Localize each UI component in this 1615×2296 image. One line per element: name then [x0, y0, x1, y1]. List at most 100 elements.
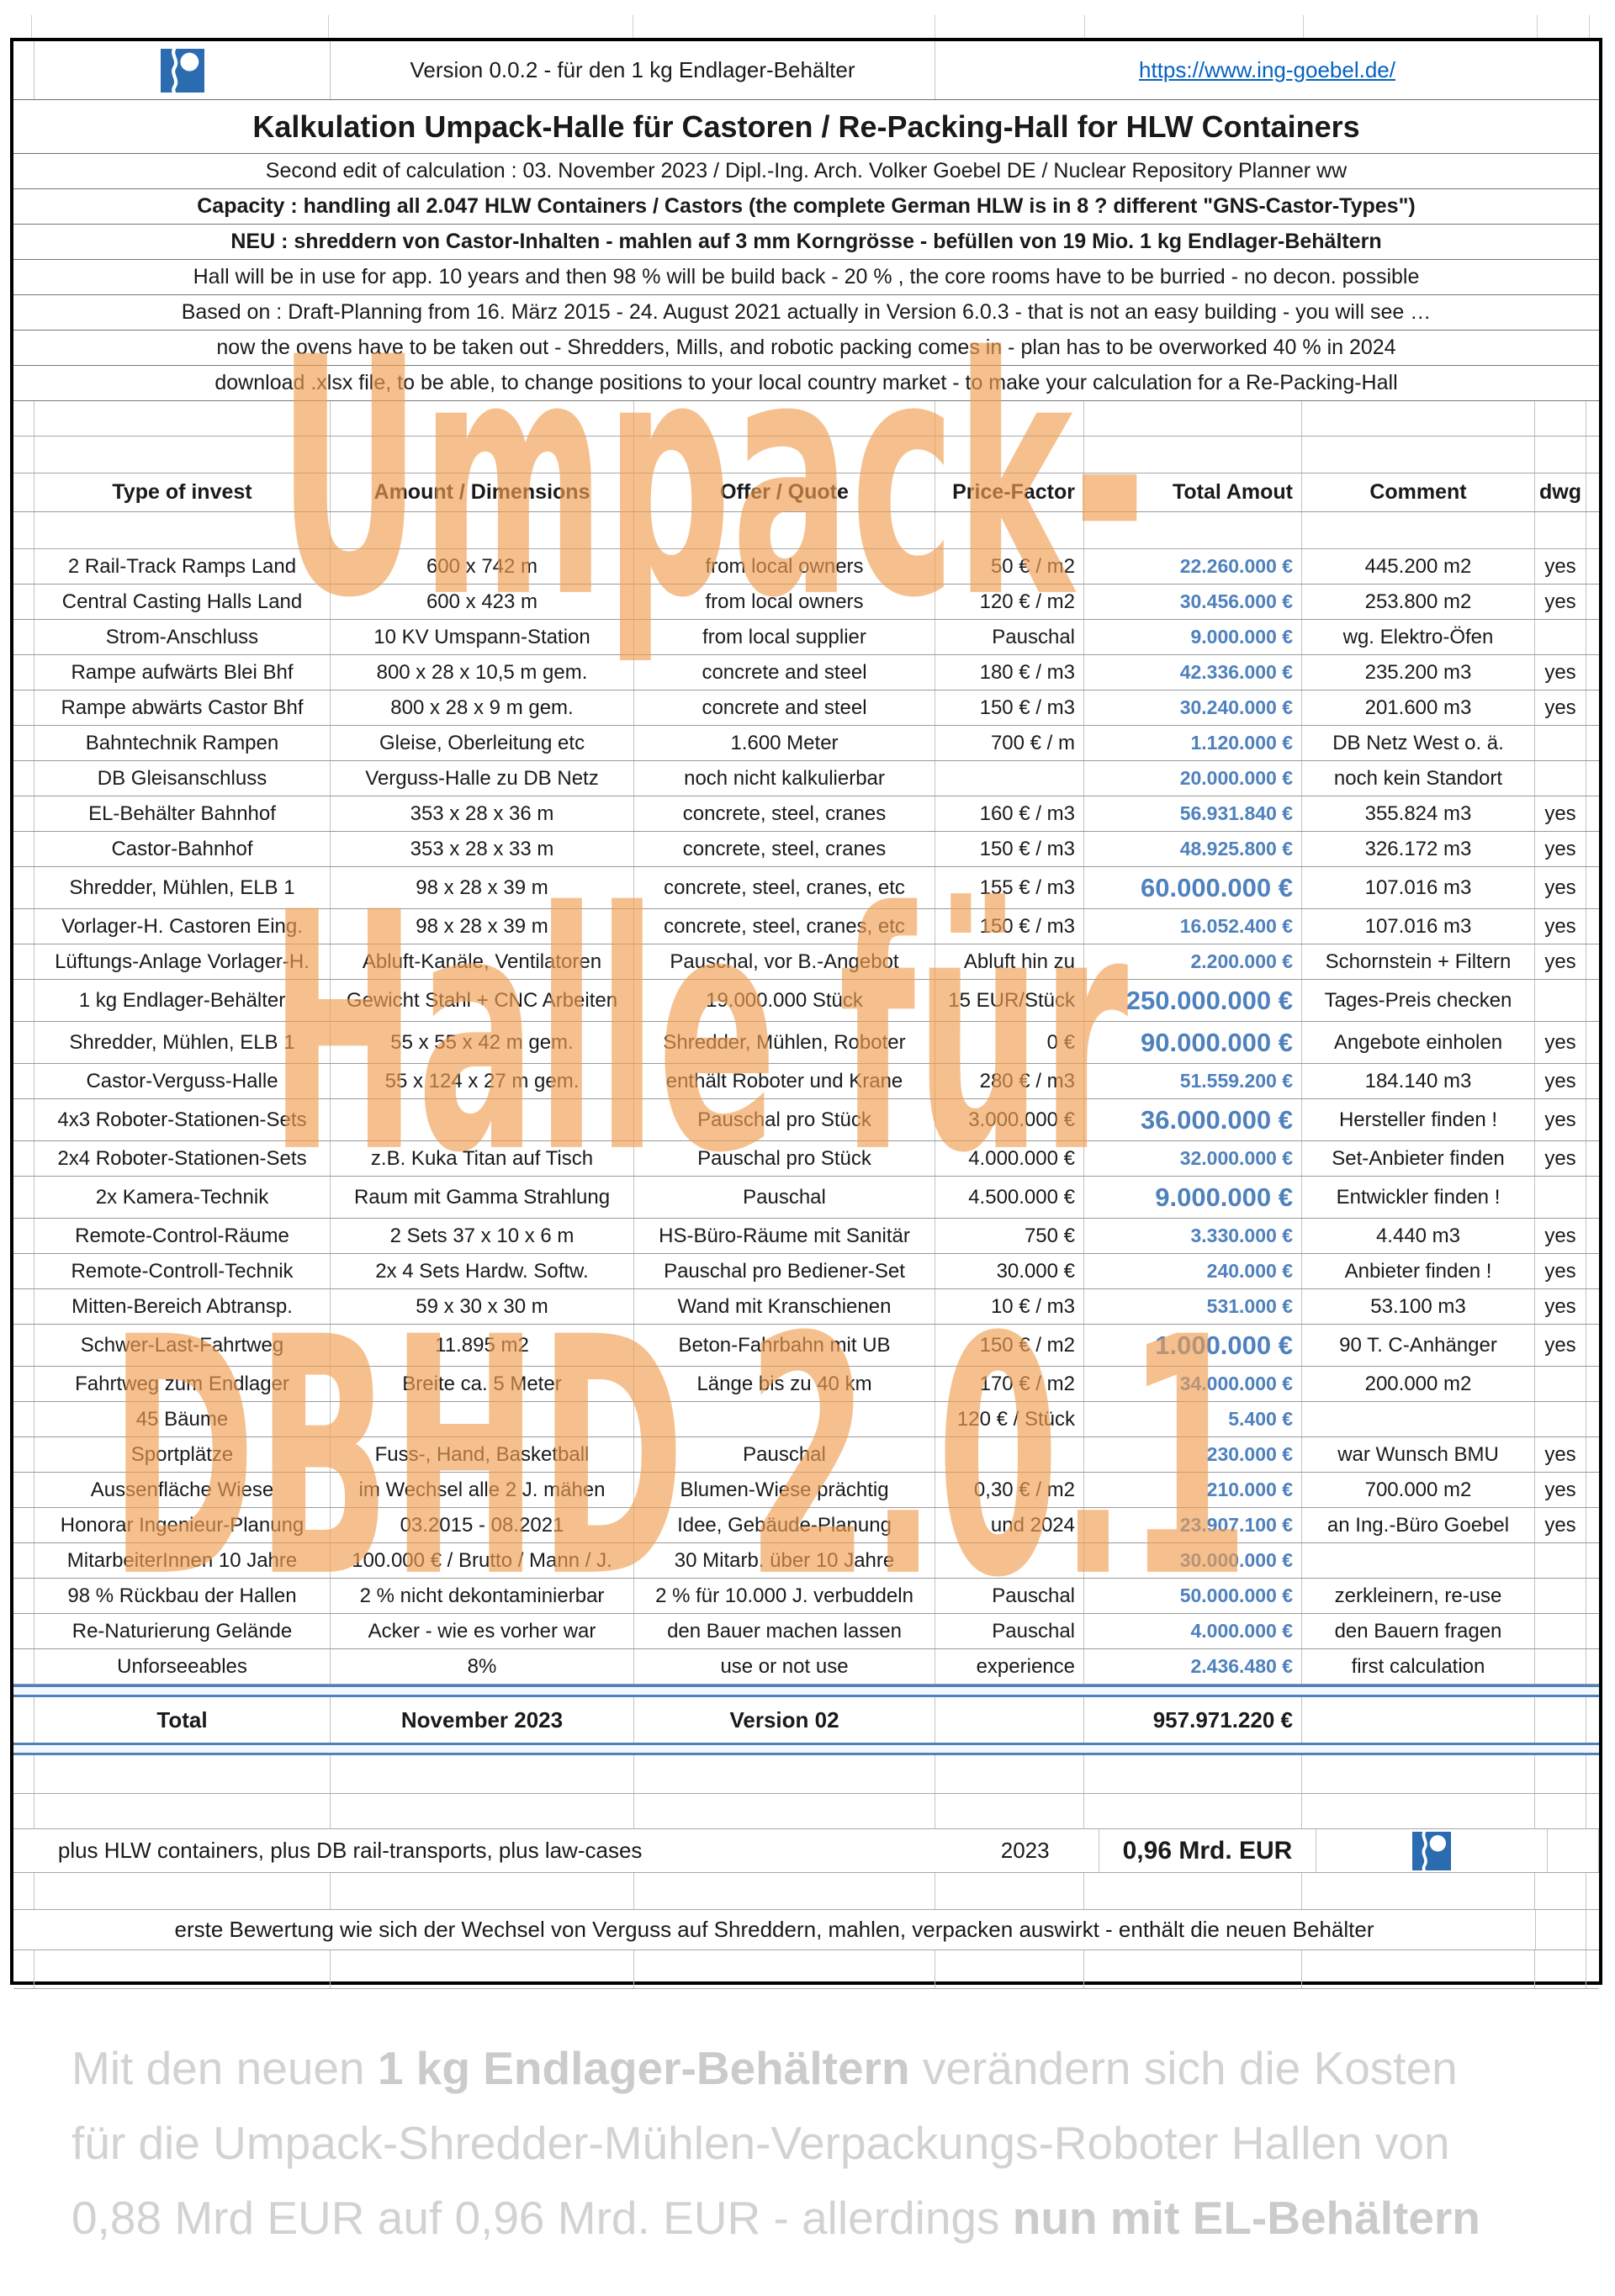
cell-total: 240.000 € — [1084, 1254, 1302, 1288]
empty-cell — [1586, 1950, 1599, 1988]
filler-cell — [1586, 909, 1599, 944]
cell-price: 150 € / m2 — [935, 1325, 1084, 1366]
table-row: 45 Bäume 120 € / Stück 5.400 € — [13, 1402, 1599, 1437]
cell-comment: 184.140 m3 — [1302, 1064, 1535, 1098]
footer-bold-segment: 1 kg Endlager-Behältern — [377, 2042, 910, 2094]
cell-dwg: yes — [1535, 1508, 1586, 1542]
total-date: November 2023 — [331, 1697, 634, 1743]
cell-amount: 98 x 28 x 39 m — [331, 909, 634, 944]
cell-offer: Beton-Fahrbahn mit UB — [634, 1325, 935, 1366]
table-row: Castor-Verguss-Halle 55 x 124 x 27 m gem.… — [13, 1064, 1599, 1099]
empty-cell — [1535, 401, 1586, 436]
grid-segment — [1304, 15, 1538, 38]
cell-offer: Pauschal pro Stück — [634, 1099, 935, 1140]
intro-line-1: Second edit of calculation : 03. Novembe… — [13, 154, 1599, 189]
empty-cell — [634, 1755, 935, 1793]
empty-cell — [331, 512, 634, 548]
website-link[interactable]: https://www.ing-goebel.de/ — [1139, 57, 1395, 82]
gutter-cell — [13, 1254, 34, 1288]
gutter-cell — [13, 620, 34, 654]
cell-amount: 353 x 28 x 36 m — [331, 796, 634, 831]
filler-cell — [1586, 1099, 1599, 1140]
empty-cell — [1084, 401, 1302, 436]
empty-grid-row — [13, 1950, 1599, 1989]
table-row: Central Casting Halls Land 600 x 423 m fro… — [13, 585, 1599, 620]
empty-cell — [634, 1794, 935, 1828]
cell-offer: from local owners — [634, 549, 935, 584]
empty-cell — [1084, 1755, 1302, 1793]
cell-offer: Wand mit Kranschienen — [634, 1289, 935, 1324]
cell-price: 0 € — [935, 1022, 1084, 1063]
empty-cell — [935, 1755, 1084, 1793]
gutter-cell — [13, 1437, 34, 1472]
table-row: 2x Kamera-Technik Raum mit Gamma Strahlun… — [13, 1177, 1599, 1219]
col-header-comment: Comment — [1302, 473, 1535, 511]
cell-type: Remote-Control-Räume — [34, 1219, 331, 1253]
cell-price: 150 € / m3 — [935, 832, 1084, 866]
cell-type: Unforseeables — [34, 1649, 331, 1684]
empty-cell — [13, 1950, 34, 1988]
filler-cell — [1586, 655, 1599, 690]
cell-total: 9.000.000 € — [1084, 1177, 1302, 1218]
cell-total: 250.000.000 € — [1084, 980, 1302, 1021]
cell-price: 120 € / m2 — [935, 585, 1084, 619]
filler-cell — [1586, 1579, 1599, 1613]
gutter-cell — [13, 1649, 34, 1684]
note-row: erste Bewertung wie sich der Wechsel von… — [13, 1910, 1599, 1950]
empty-cell — [331, 436, 634, 473]
gutter-cell — [13, 867, 34, 908]
cell-total: 60.000.000 € — [1084, 867, 1302, 908]
table-row: 98 % Rückbau der Hallen 2 % nicht dekonta… — [13, 1579, 1599, 1614]
cell-total: 9.000.000 € — [1084, 620, 1302, 654]
cell-price: 120 € / Stück — [935, 1402, 1084, 1436]
empty-cell — [34, 512, 331, 548]
cell-dwg: yes — [1535, 909, 1586, 944]
filler-cell — [1586, 1508, 1599, 1542]
empty-cell — [1302, 436, 1535, 473]
gutter-cell — [13, 1289, 34, 1324]
table-row: Shredder, Mühlen, ELB 1 98 x 28 x 39 m con… — [13, 867, 1599, 909]
cell-offer: concrete and steel — [634, 655, 935, 690]
cell-dwg — [1535, 1649, 1586, 1684]
cell-total: 36.000.000 € — [1084, 1099, 1302, 1140]
cell-type: 2 Rail-Track Ramps Land — [34, 549, 331, 584]
cell-type: Shredder, Mühlen, ELB 1 — [34, 867, 331, 908]
cell-type: 2x4 Roboter-Stationen-Sets — [34, 1141, 331, 1176]
empty-cell — [13, 1755, 34, 1793]
cell-total: 1.000.000 € — [1084, 1325, 1302, 1366]
empty-cell — [1302, 1950, 1535, 1988]
cell-type: 2x Kamera-Technik — [34, 1177, 331, 1218]
cell-total: 30.456.000 € — [1084, 585, 1302, 619]
cell-offer: from local owners — [634, 585, 935, 619]
cell-comment: den Bauern fragen — [1302, 1614, 1535, 1648]
gutter-cell — [13, 1219, 34, 1253]
empty-grid-rows — [13, 401, 1599, 473]
table-row: 2x4 Roboter-Stationen-Sets z.B. Kuka Tita… — [13, 1141, 1599, 1177]
cell-comment: 355.824 m3 — [1302, 796, 1535, 831]
cell-type: 1 kg Endlager-Behälter — [34, 980, 331, 1021]
cell-price: experience — [935, 1649, 1084, 1684]
cell-total: 56.931.840 € — [1084, 796, 1302, 831]
cell-total: 230.000 € — [1084, 1437, 1302, 1472]
cell-total: 5.400 € — [1084, 1402, 1302, 1436]
cell-comment: 53.100 m3 — [1302, 1289, 1535, 1324]
filler-cell — [1586, 1437, 1599, 1472]
gutter-cell — [13, 549, 34, 584]
table-row: Remote-Controll-Technik 2x 4 Sets Hardw. … — [13, 1254, 1599, 1289]
filler-cell — [1586, 690, 1599, 725]
table-row: 4x3 Roboter-Stationen-Sets Pauschal pro S… — [13, 1099, 1599, 1141]
empty-cell — [1586, 1755, 1599, 1793]
intro-line-6: now the ovens have to be taken out - Shr… — [13, 331, 1599, 366]
table-row: Bahntechnik Rampen Gleise, Oberleitung et… — [13, 726, 1599, 761]
footer-bold-segment: nun mit EL-Behältern — [1012, 2192, 1480, 2245]
filler-cell — [1586, 796, 1599, 831]
gutter-cell — [13, 1402, 34, 1436]
footer-segment: Mit den neuen — [71, 2042, 378, 2094]
filler-cell — [1586, 1289, 1599, 1324]
table-row: 1 kg Endlager-Behälter Gewicht Stahl + CN… — [13, 980, 1599, 1022]
col-header-dwg: dwg — [1535, 473, 1586, 511]
total-version: Version 02 — [634, 1697, 935, 1743]
intro-text: Second edit of calculation : 03. Novembe… — [265, 159, 1348, 183]
cell-amount: 600 x 742 m — [331, 549, 634, 584]
cell-price: 0,30 € / m2 — [935, 1473, 1084, 1507]
